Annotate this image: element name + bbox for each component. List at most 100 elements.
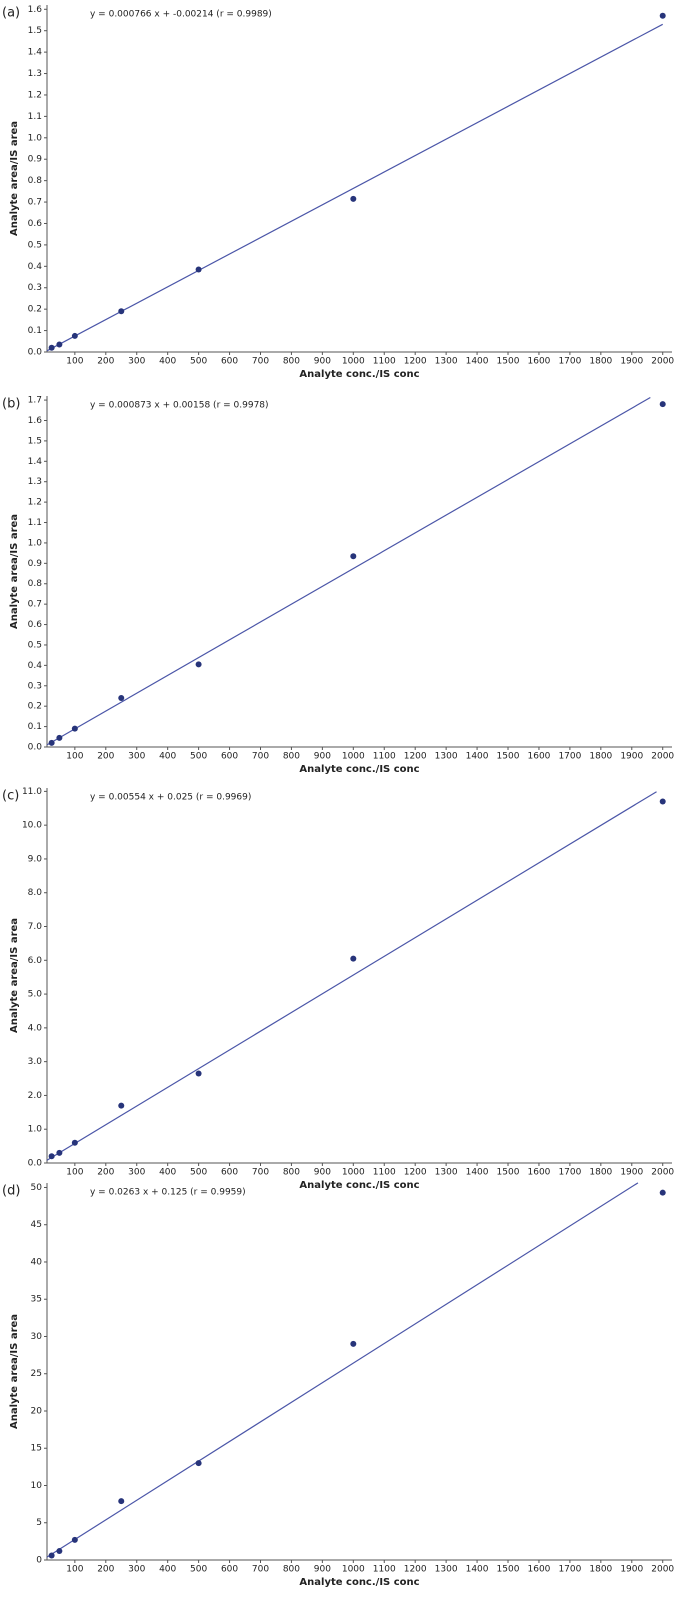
x-tick-label: 600 [221, 1565, 238, 1575]
x-tick-label: 1100 [373, 752, 396, 762]
y-tick-label: 1.1 [28, 518, 42, 528]
y-tick-label: 0.7 [28, 198, 42, 208]
x-tick-label: 1800 [589, 1565, 612, 1575]
x-tick-label: 200 [97, 752, 114, 762]
y-tick-label: 5 [36, 1518, 42, 1528]
y-tick-label: 1.3 [28, 69, 42, 79]
annotation: y = 0.0263 x + 0.125 (r = 0.9959) [90, 1188, 246, 1198]
data-point [195, 266, 202, 273]
x-tick-label: 900 [314, 1565, 331, 1575]
y-tick-label: 1.7 [28, 396, 42, 406]
x-tick-label: 1200 [404, 1168, 427, 1178]
x-tick-label: 800 [283, 1168, 300, 1178]
x-tick-label: 1600 [528, 1565, 551, 1575]
y-tick-label: 15 [31, 1444, 42, 1454]
y-tick-label: 4.0 [28, 1023, 43, 1033]
x-tick-label: 100 [66, 357, 83, 367]
y-tick-label: 1.2 [28, 90, 42, 100]
fit-line [46, 396, 651, 746]
data-point [195, 661, 202, 668]
y-tick-label: 0.3 [28, 681, 42, 691]
panel-label: (a) [2, 6, 20, 21]
data-point [118, 695, 125, 702]
x-tick-label: 1000 [342, 357, 365, 367]
x-tick-label: 1600 [528, 357, 551, 367]
data-point [56, 734, 63, 741]
y-tick-label: 0.6 [28, 219, 43, 229]
x-tick-label: 400 [159, 357, 176, 367]
x-tick-label: 700 [252, 1565, 269, 1575]
data-point [195, 1070, 202, 1077]
x-tick-label: 900 [314, 752, 331, 762]
y-tick-label: 8.0 [28, 888, 43, 898]
data-point [56, 341, 63, 348]
data-point [195, 1460, 202, 1467]
y-tick-label: 30 [31, 1332, 43, 1342]
x-axis-label: Analyte conc./IS conc [299, 1180, 419, 1191]
x-tick-label: 2000 [651, 357, 674, 367]
x-tick-label: 100 [66, 1168, 83, 1178]
x-tick-label: 1400 [466, 1168, 489, 1178]
y-tick-label: 10 [31, 1481, 43, 1491]
y-axis-label: Analyte area/IS area [9, 918, 20, 1033]
y-tick-label: 0.7 [28, 600, 42, 610]
y-tick-label: 50 [31, 1183, 43, 1193]
data-point [48, 1153, 55, 1160]
y-tick-label: 1.5 [28, 436, 42, 446]
y-axis-label: Analyte area/IS area [9, 121, 20, 236]
x-tick-label: 700 [252, 752, 269, 762]
y-tick-label: 0.2 [28, 305, 42, 315]
x-tick-label: 1200 [404, 752, 427, 762]
x-tick-label: 600 [221, 357, 238, 367]
x-tick-label: 800 [283, 1565, 300, 1575]
x-tick-label: 1700 [558, 1168, 581, 1178]
y-tick-label: 0 [36, 1556, 42, 1566]
y-axis-label: Analyte area/IS area [9, 514, 20, 629]
x-tick-label: 1100 [373, 1168, 396, 1178]
x-tick-label: 1500 [497, 1168, 520, 1178]
fit-line [46, 791, 657, 1161]
x-tick-label: 500 [190, 357, 207, 367]
x-tick-label: 1900 [620, 1565, 643, 1575]
data-point [71, 1139, 78, 1146]
x-tick-label: 700 [252, 1168, 269, 1178]
y-tick-label: 20 [31, 1406, 43, 1416]
data-point [659, 401, 666, 408]
y-tick-label: 1.6 [28, 416, 43, 426]
y-axis-label: Analyte area/IS area [9, 1314, 20, 1429]
fit-line [46, 1182, 639, 1558]
y-tick-label: 2.0 [28, 1091, 43, 1101]
x-tick-label: 1200 [404, 357, 427, 367]
x-tick-label: 1300 [435, 357, 458, 367]
x-tick-label: 400 [159, 752, 176, 762]
y-tick-label: 0.8 [28, 579, 43, 589]
y-tick-label: 6.0 [28, 956, 43, 966]
x-tick-label: 1500 [497, 752, 520, 762]
y-tick-label: 0.1 [28, 326, 42, 336]
y-tick-label: 35 [31, 1295, 42, 1305]
y-tick-label: 0.0 [28, 1159, 43, 1169]
y-tick-label: 3.0 [28, 1057, 43, 1067]
x-tick-label: 1700 [558, 752, 581, 762]
x-tick-label: 800 [283, 752, 300, 762]
data-point [48, 344, 55, 351]
x-tick-label: 1700 [558, 357, 581, 367]
data-point [659, 798, 666, 805]
x-tick-label: 500 [190, 752, 207, 762]
data-point [350, 1340, 357, 1347]
x-axis-label: Analyte conc./IS conc [299, 1577, 419, 1588]
x-tick-label: 1000 [342, 752, 365, 762]
data-point [350, 195, 357, 202]
x-tick-label: 300 [128, 1565, 145, 1575]
x-tick-label: 1000 [342, 1168, 365, 1178]
x-tick-label: 900 [314, 357, 331, 367]
data-point [56, 1548, 63, 1555]
y-tick-label: 1.6 [28, 5, 43, 15]
x-tick-label: 1800 [589, 357, 612, 367]
fit-line [46, 23, 663, 352]
data-point [659, 1189, 666, 1196]
x-tick-label: 400 [159, 1168, 176, 1178]
x-tick-label: 1600 [528, 752, 551, 762]
